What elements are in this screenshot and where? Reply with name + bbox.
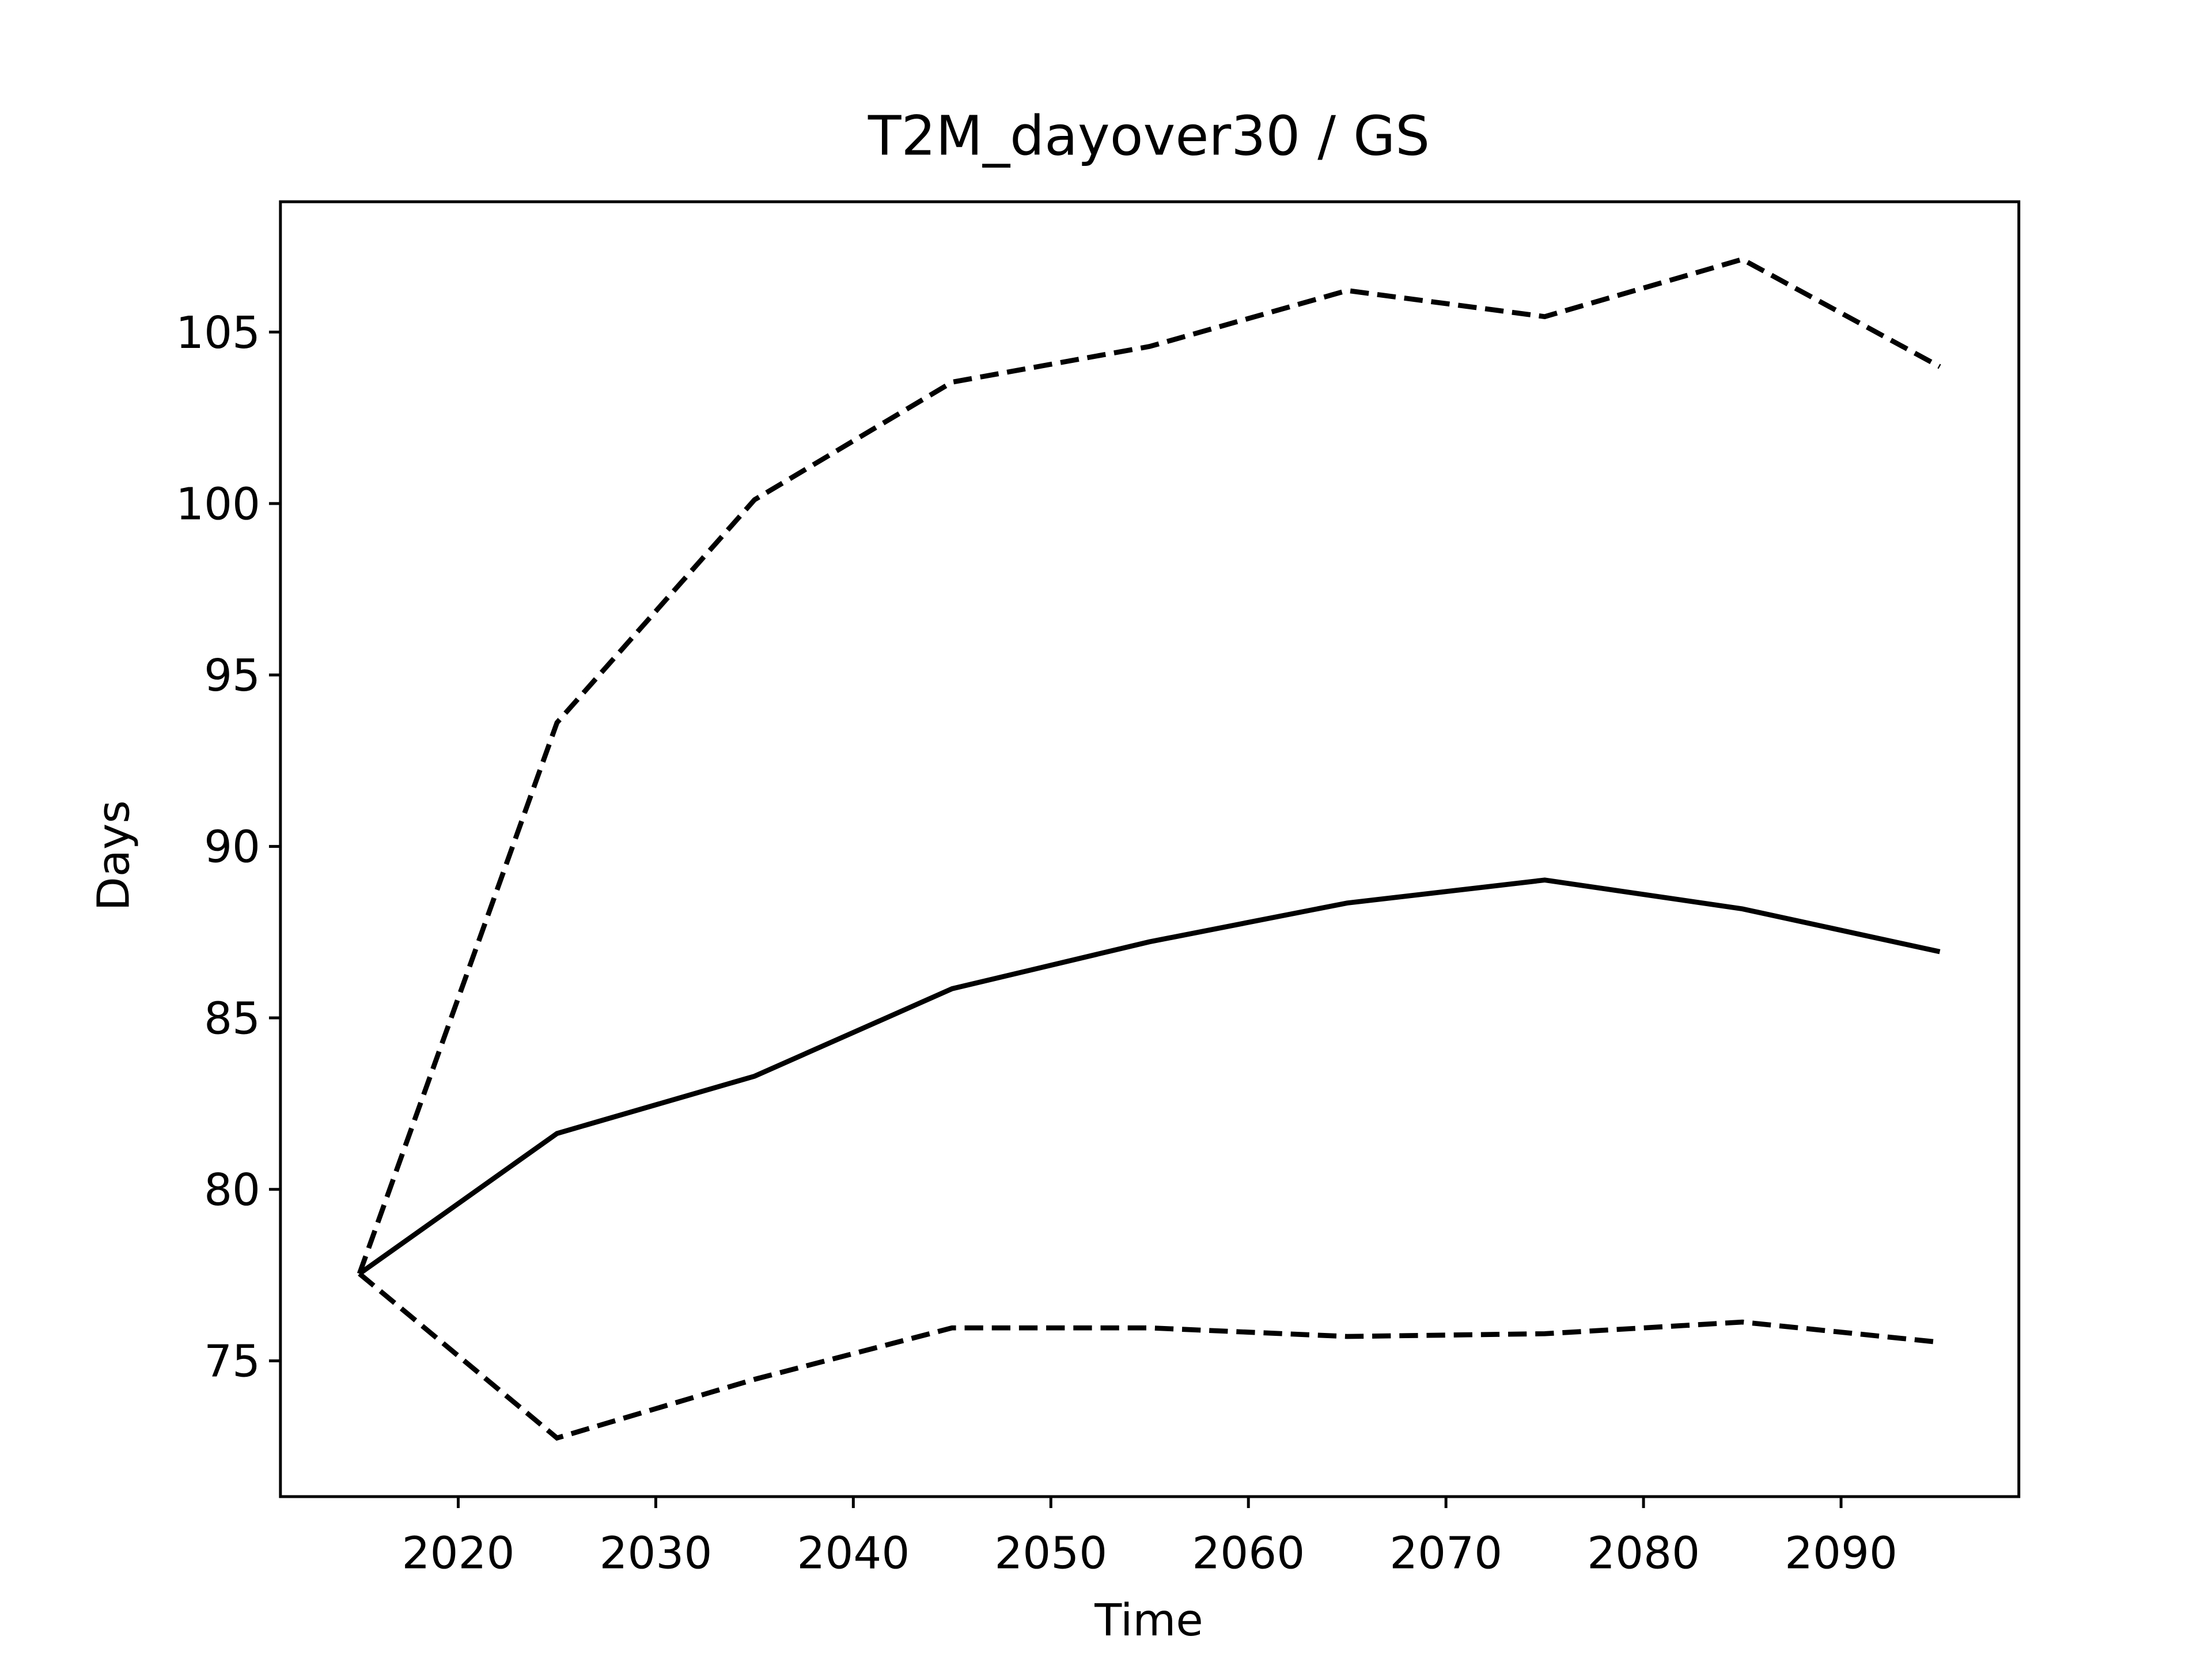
series-line [357,256,1941,1275]
series-line [358,877,1941,1276]
x-tick-label: 2030 [599,1528,712,1579]
x-tick-label: 2080 [1587,1528,1700,1579]
x-tick-label: 2060 [1192,1528,1305,1579]
y-tick-label: 80 [204,1165,260,1216]
y-tick-label: 75 [204,1336,260,1388]
x-tick-label: 2050 [994,1528,1107,1579]
y-tick-label: 90 [204,822,260,873]
plot-frame [279,200,2021,1498]
x-tick-label: 2070 [1389,1528,1502,1579]
x-axis-label: Time [1094,1595,1203,1646]
y-tick-label: 105 [176,308,260,359]
y-tick-label: 95 [204,650,260,702]
y-tick-label: 100 [176,479,260,530]
y-tick-label: 85 [204,993,260,1044]
series-line [358,1271,1940,1441]
x-tick-label: 2020 [402,1528,515,1579]
x-tick-label: 2040 [797,1528,910,1579]
y-axis-label: Days [89,800,140,911]
x-tick-label: 2090 [1785,1528,1897,1579]
chart-title: T2M_dayover30 / GS [868,104,1430,168]
